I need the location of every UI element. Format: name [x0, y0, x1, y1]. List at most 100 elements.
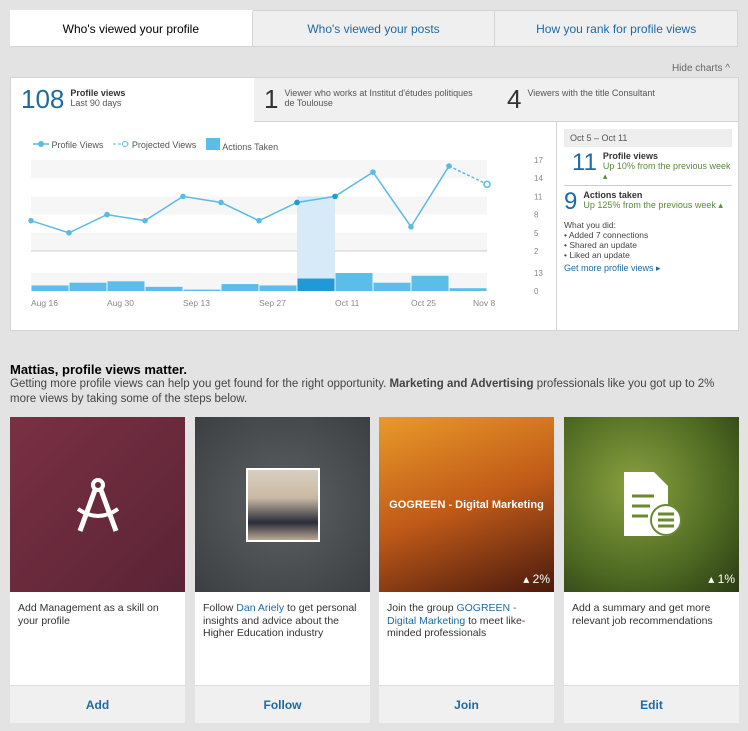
section-intro: Getting more profile views can help you … — [10, 378, 715, 405]
stats-panel: 108 Profile views Last 90 days 1 Viewer w… — [10, 77, 739, 331]
x-tick-label: Nov 8 — [473, 298, 495, 308]
week-summary: Oct 5 – Oct 11 11 Profile views Up 10% fr… — [556, 122, 739, 331]
actions-bar — [297, 278, 335, 291]
y-tick-label: 17 — [534, 156, 543, 165]
compass-icon — [76, 477, 119, 532]
dan-ariely-link[interactable]: Dan Ariely — [236, 602, 285, 614]
grid-band — [31, 196, 487, 215]
get-more-views-link[interactable]: Get more profile views ▸ — [564, 263, 661, 273]
actions-bar — [107, 281, 145, 291]
stat-number: 1 — [264, 84, 279, 114]
profile-views-point — [218, 199, 224, 206]
actions-bar — [221, 284, 259, 291]
grid-band — [31, 232, 487, 251]
profile-views-point — [294, 199, 300, 206]
card-add-skill: Add Management as a skill on your profil… — [10, 417, 185, 723]
what-you-did: What you did: • Added 7 connections • Sh… — [564, 220, 649, 260]
week-actions-change: Up 125% from the previous week ▴ — [583, 200, 723, 210]
actions-bar — [31, 285, 69, 291]
actions-bar — [449, 288, 487, 291]
selected-week-highlight — [297, 196, 335, 291]
y-tick-label: 8 — [534, 211, 539, 220]
actions-bar — [183, 289, 221, 291]
add-button[interactable]: Add — [10, 685, 185, 723]
chart-legend: Profile Views Projected Views Actions Ta… — [33, 138, 278, 152]
views-chart[interactable]: 2 5 8 11 14 17 0 13 Aug 16 Aug 30 Sep 13 Sep 27 Oct … — [11, 122, 556, 332]
legend-actions-taken: Actions Taken — [206, 138, 278, 152]
stat-text: Viewers with the title Consultant — [527, 88, 655, 98]
actions-bar — [145, 286, 183, 291]
tab-rank[interactable]: How you rank for profile views — [495, 10, 739, 47]
profile-views-point — [142, 217, 148, 224]
join-button[interactable]: Join — [379, 685, 554, 723]
group-name-overlay: GOGREEN - Digital Marketing — [389, 498, 544, 511]
y-tick-label: 0 — [534, 287, 539, 296]
card-text: Add Management as a skill on your profil… — [18, 602, 159, 627]
stat-viewers-consultant[interactable]: 4 Viewers with the title Consultant — [497, 78, 738, 122]
legend-profile-views: Profile Views — [33, 140, 103, 150]
hide-charts-button[interactable]: Hide charts ^ — [672, 63, 730, 74]
section-heading: Mattias, profile views matter. — [10, 362, 188, 377]
tab-profile-viewers[interactable]: Who's viewed your profile — [10, 10, 253, 47]
x-tick-label: Oct 25 — [411, 298, 436, 308]
profile-views-point — [370, 169, 376, 175]
card-join-group: GOGREEN - Digital Marketing ▴ 2% Join th… — [379, 417, 554, 723]
edit-button[interactable]: Edit — [564, 685, 739, 723]
follow-button[interactable]: Follow — [195, 685, 370, 723]
actions-bar — [69, 282, 107, 291]
tabs: Who's viewed your profile Who's viewed y… — [10, 8, 739, 47]
card-add-summary: ▴ 1% Add a summary and get more relevant… — [564, 417, 739, 723]
percent-badge: ▴ 2% — [523, 572, 550, 586]
card-text: Add a summary and get more relevant job … — [572, 602, 713, 627]
profile-views-point — [256, 217, 262, 224]
profile-views-point — [446, 163, 452, 169]
x-tick-label: Sep 13 — [183, 298, 210, 308]
stat-title: Profile views — [70, 88, 126, 98]
profile-views-point — [180, 193, 186, 200]
actions-bar — [259, 285, 297, 291]
x-tick-label: Aug 30 — [107, 298, 134, 308]
chevron-up-icon: ^ — [725, 63, 730, 74]
profile-views-line — [30, 165, 450, 234]
profile-views-point — [332, 193, 338, 200]
stat-viewer-institut[interactable]: 1 Viewer who works at Institut d'études … — [254, 78, 497, 122]
x-tick-label: Oct 11 — [335, 298, 360, 308]
week-actions-label: Actions taken — [583, 190, 643, 200]
week-views-change: Up 10% from the previous week ▴ — [602, 161, 731, 181]
x-tick-label: Aug 16 — [31, 298, 58, 308]
percent-badge: ▴ 1% — [708, 572, 735, 586]
y-tick-label: 14 — [534, 174, 543, 183]
y-tick-label: 5 — [534, 229, 539, 238]
stat-number: 4 — [507, 84, 522, 114]
projected-views-line — [448, 165, 488, 185]
profile-views-point — [104, 211, 110, 218]
grid-band — [31, 160, 487, 179]
group-link[interactable]: GOGREEN - Digital Marketing — [387, 602, 517, 627]
profile-views-point — [28, 217, 34, 224]
week-actions-number: 9 — [564, 188, 578, 215]
avatar[interactable] — [245, 467, 320, 542]
stat-profile-views[interactable]: 108 Profile views Last 90 days — [11, 78, 254, 122]
stat-sub: Last 90 days — [70, 98, 122, 108]
actions-bar — [373, 282, 411, 291]
profile-views-point — [408, 223, 414, 230]
x-tick-label: Sep 27 — [259, 298, 286, 308]
card-text: Follow Dan Ariely to get personal insigh… — [203, 602, 357, 639]
grid-band — [31, 273, 487, 291]
stat-text: Viewer who works at Institut d'études po… — [284, 88, 473, 108]
legend-projected-views: Projected Views — [113, 140, 196, 150]
card-follow: Follow Dan Ariely to get personal insigh… — [195, 417, 370, 723]
week-range: Oct 5 – Oct 11 — [564, 129, 732, 147]
y-tick-label: 13 — [534, 269, 543, 278]
stat-number: 108 — [21, 84, 65, 114]
profile-views-point — [66, 230, 72, 236]
week-views-number: 11 — [572, 149, 597, 176]
actions-bar — [411, 275, 449, 291]
week-views-label: Profile views — [602, 151, 658, 161]
document-icon — [623, 471, 682, 536]
hide-charts-label: Hide charts — [671, 63, 723, 74]
projected-views-point — [483, 180, 491, 189]
card-text: Join the group GOGREEN - Digital Marketi… — [387, 602, 526, 639]
tab-post-viewers[interactable]: Who's viewed your posts — [252, 10, 496, 47]
y-tick-label: 2 — [534, 247, 539, 256]
